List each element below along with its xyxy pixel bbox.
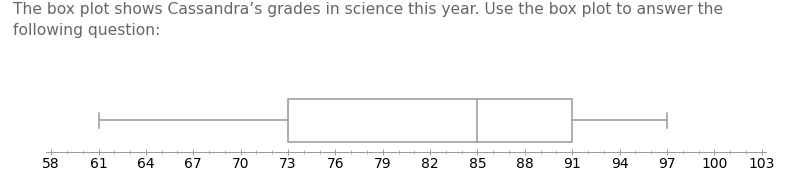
Text: The box plot shows Cassandra’s grades in science this year. Use the box plot to : The box plot shows Cassandra’s grades in… — [13, 2, 723, 38]
FancyBboxPatch shape — [288, 99, 572, 142]
